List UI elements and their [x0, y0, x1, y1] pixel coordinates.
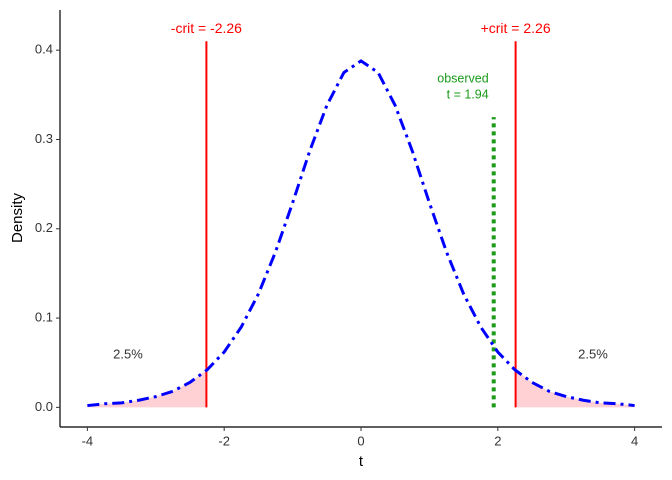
y-axis-title: Density — [9, 192, 26, 243]
x-tick-label: 0 — [357, 433, 364, 448]
y-tick-label: 0.4 — [35, 42, 53, 57]
x-tick-label: 2 — [494, 433, 501, 448]
tail-label: 2.5% — [578, 346, 608, 361]
x-tick-label: 4 — [631, 433, 638, 448]
reference-label: t = 1.94 — [447, 87, 489, 101]
reference-label: observed — [437, 71, 488, 85]
y-tick-label: 0.0 — [35, 399, 53, 414]
x-axis-title: t — [359, 453, 364, 470]
tail-area — [515, 370, 635, 408]
reference-label: +crit = 2.26 — [481, 20, 551, 36]
y-tick-label: 0.1 — [35, 309, 53, 324]
reference-label: -crit = -2.26 — [171, 20, 242, 36]
tail-label: 2.5% — [113, 346, 143, 361]
y-tick-label: 0.2 — [35, 220, 53, 235]
x-tick-label: -2 — [218, 433, 230, 448]
y-tick-label: 0.3 — [35, 131, 53, 146]
x-tick-label: -4 — [82, 433, 94, 448]
tail-area — [87, 370, 207, 408]
density-curve — [87, 59, 635, 408]
